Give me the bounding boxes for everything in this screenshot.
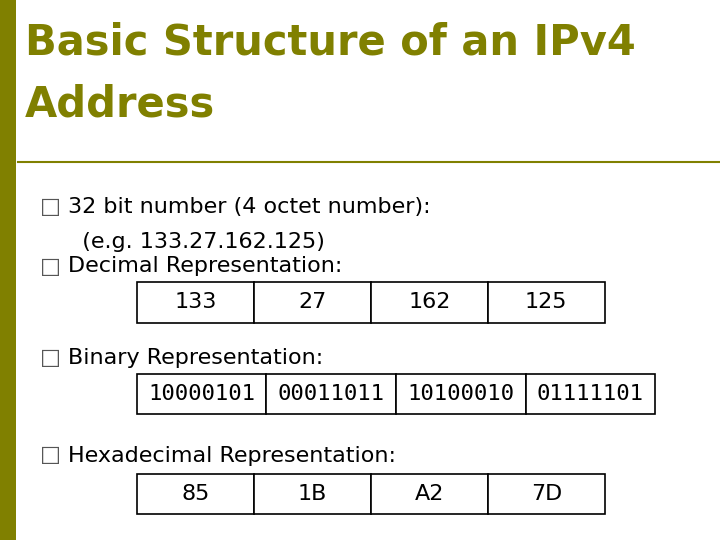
Text: □: □ <box>40 348 60 368</box>
Text: Basic Structure of an IPv4: Basic Structure of an IPv4 <box>25 22 636 64</box>
Text: 27: 27 <box>298 292 326 313</box>
Text: Address: Address <box>25 84 215 126</box>
Text: 133: 133 <box>174 292 217 313</box>
Text: □: □ <box>40 197 60 217</box>
Text: Hexadecimal Representation:: Hexadecimal Representation: <box>68 446 397 465</box>
Bar <box>254 282 371 322</box>
Bar <box>137 474 254 514</box>
Text: 01111101: 01111101 <box>537 384 644 404</box>
Text: 162: 162 <box>408 292 451 313</box>
Bar <box>254 474 371 514</box>
Text: A2: A2 <box>415 484 444 504</box>
Text: Decimal Representation:: Decimal Representation: <box>68 256 343 276</box>
Bar <box>371 474 488 514</box>
Text: 1B: 1B <box>297 484 327 504</box>
Text: 10000101: 10000101 <box>148 384 255 404</box>
Bar <box>137 374 266 415</box>
Bar <box>526 374 655 415</box>
Text: Binary Representation:: Binary Representation: <box>68 348 324 368</box>
Text: 32 bit number (4 octet number):: 32 bit number (4 octet number): <box>68 197 431 217</box>
Text: 00011011: 00011011 <box>278 384 384 404</box>
Bar <box>488 474 605 514</box>
Bar <box>371 282 488 322</box>
Text: 10100010: 10100010 <box>408 384 514 404</box>
Text: 125: 125 <box>525 292 567 313</box>
Text: (e.g. 133.27.162.125): (e.g. 133.27.162.125) <box>68 232 325 252</box>
Bar <box>0 0 16 540</box>
Text: 7D: 7D <box>531 484 562 504</box>
Text: □: □ <box>40 256 60 276</box>
Text: 85: 85 <box>181 484 210 504</box>
Text: □: □ <box>40 446 60 465</box>
Bar <box>488 282 605 322</box>
Bar <box>137 282 254 322</box>
Bar <box>396 374 526 415</box>
Bar <box>266 374 396 415</box>
